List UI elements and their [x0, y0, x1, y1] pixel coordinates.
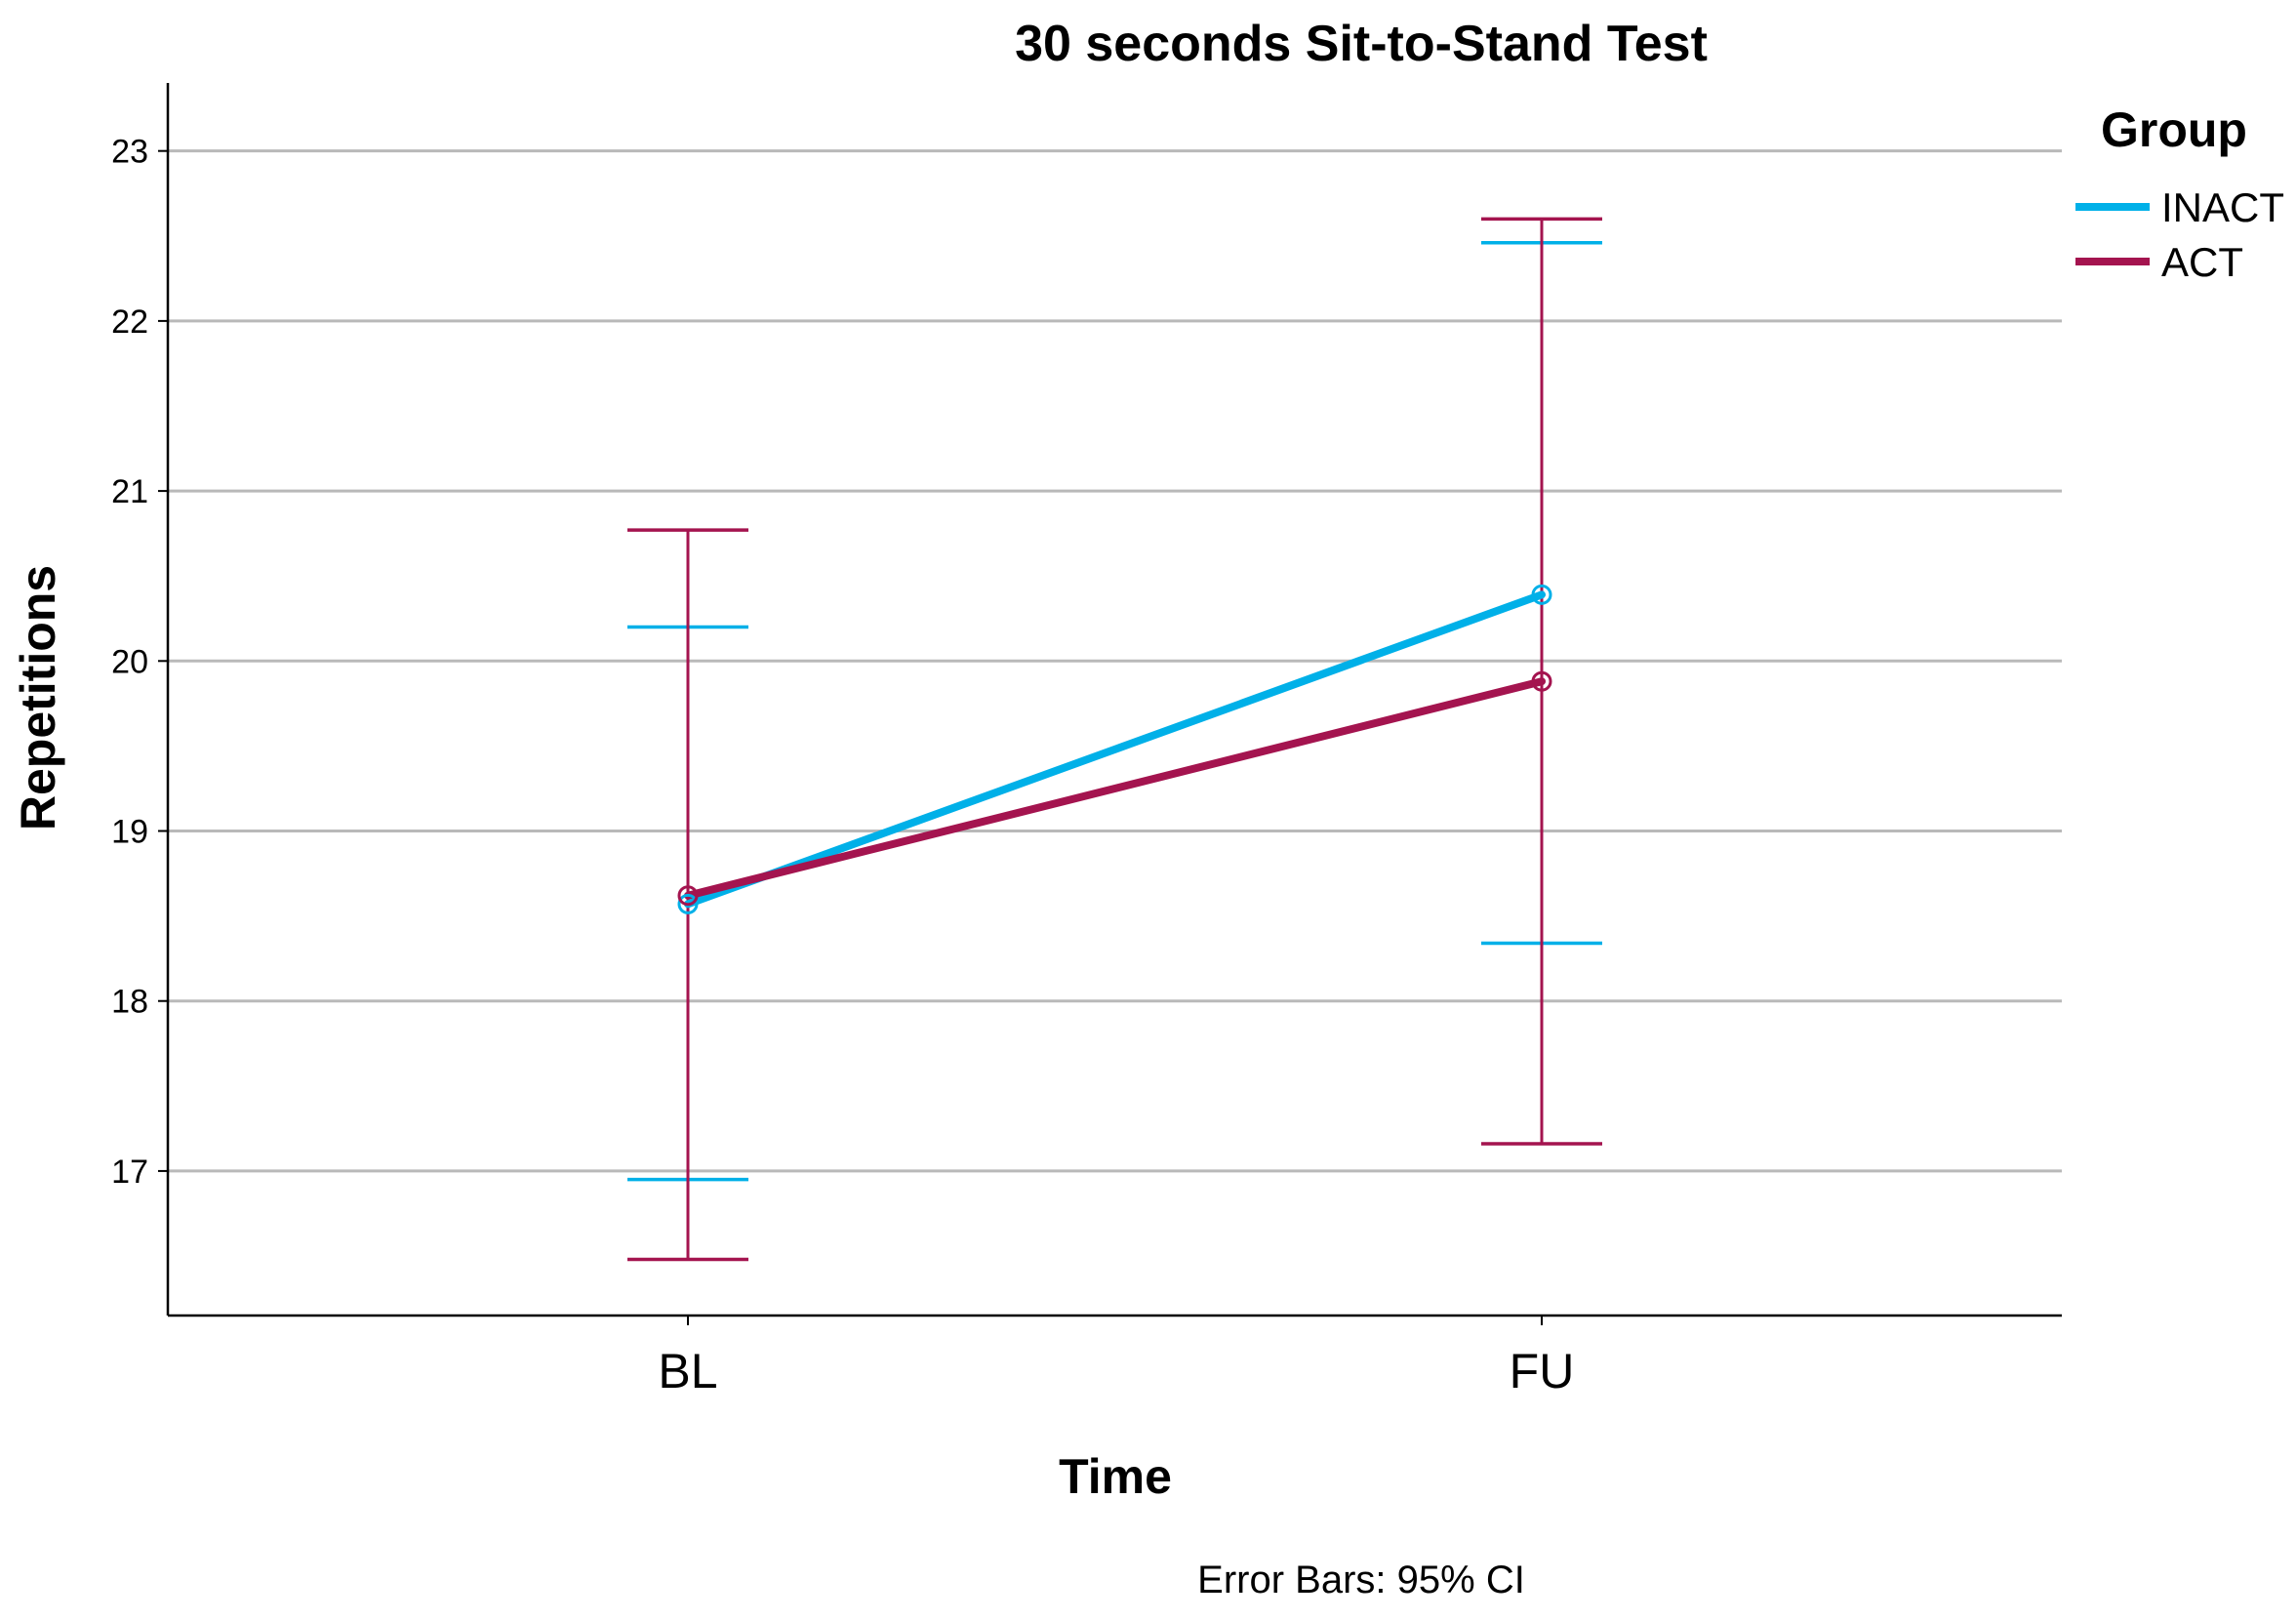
y-axis-title: Repetitions — [11, 565, 65, 830]
legend: Group INACT ACT — [2075, 102, 2284, 285]
series-markers — [677, 584, 1552, 914]
axes — [166, 83, 2062, 1317]
y-tick-label-20: 20 — [111, 643, 148, 680]
y-tick-label-23: 23 — [111, 134, 148, 171]
x-tick-label-fu: FU — [1510, 1344, 1575, 1398]
legend-item-inact: INACT — [2075, 184, 2284, 230]
y-tick-label-18: 18 — [111, 984, 148, 1021]
error-bars-note: Error Bars: 95% CI — [1197, 1559, 1525, 1601]
series-lines — [684, 590, 1546, 909]
data-point-inact-fu — [1531, 584, 1552, 605]
y-axis-ticks: 17 18 19 20 21 22 23 — [111, 134, 168, 1191]
data-point-act-fu — [1531, 670, 1552, 692]
data-point-inact-bl — [677, 893, 699, 914]
x-axis-title: Time — [1059, 1449, 1172, 1504]
gridlines — [168, 149, 2062, 1173]
series-line-act — [684, 677, 1546, 900]
legend-label-act: ACT — [2161, 239, 2243, 285]
x-tick-label-bl: BL — [658, 1344, 717, 1398]
data-point-act-bl — [677, 885, 699, 907]
y-tick-label-22: 22 — [111, 304, 148, 341]
series-line-inact — [684, 590, 1546, 909]
chart-title: 30 seconds Sit-to-Stand Test — [1015, 16, 1708, 72]
x-axis-ticks: BL FU — [658, 1316, 1574, 1398]
y-tick-label-21: 21 — [111, 473, 148, 510]
y-tick-label-17: 17 — [111, 1154, 148, 1191]
legend-label-inact: INACT — [2161, 184, 2284, 230]
legend-item-act: ACT — [2075, 239, 2243, 285]
legend-title: Group — [2101, 102, 2247, 157]
y-tick-label-19: 19 — [111, 814, 148, 851]
